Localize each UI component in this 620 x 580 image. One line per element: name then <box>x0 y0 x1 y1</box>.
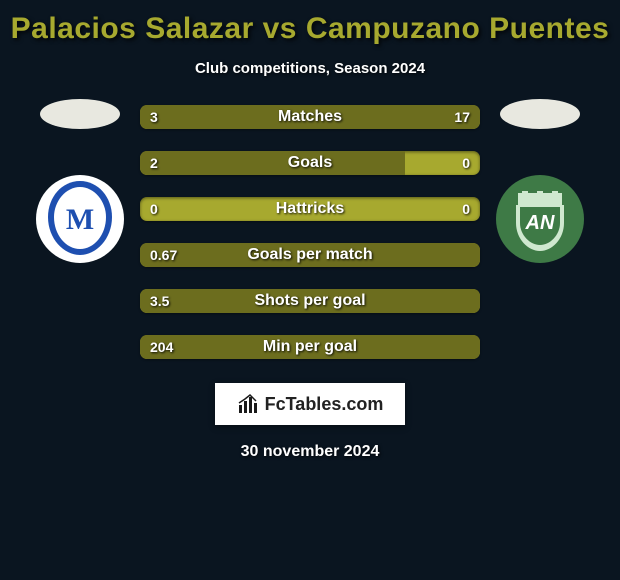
brand-text: FcTables.com <box>265 394 384 415</box>
stat-bar: 3.5Shots per goal <box>140 289 480 313</box>
player-right-oval <box>500 99 580 129</box>
brand-chart-icon <box>237 393 259 415</box>
club-left-icon: M <box>34 173 126 265</box>
footer-date: 30 november 2024 <box>241 443 380 461</box>
stat-bar: 317Matches <box>140 105 480 129</box>
right-side: AN <box>480 105 600 265</box>
bar-label: Matches <box>140 105 480 129</box>
stat-bar: 00Hattricks <box>140 197 480 221</box>
player-left-oval <box>40 99 120 129</box>
left-side: M <box>20 105 140 265</box>
stat-bar: 0.67Goals per match <box>140 243 480 267</box>
svg-text:AN: AN <box>525 212 555 234</box>
brand-badge[interactable]: FcTables.com <box>215 383 406 425</box>
bar-label: Goals per match <box>140 243 480 267</box>
root: Palacios Salazar vs Campuzano Puentes Cl… <box>0 0 620 469</box>
bar-label: Hattricks <box>140 197 480 221</box>
stat-bar: 204Min per goal <box>140 335 480 359</box>
svg-text:M: M <box>66 203 94 236</box>
club-right-icon: AN <box>494 173 586 265</box>
stat-bar: 20Goals <box>140 151 480 175</box>
club-badge-right: AN <box>494 173 586 265</box>
club-badge-left: M <box>34 173 126 265</box>
bar-label: Shots per goal <box>140 289 480 313</box>
bar-label: Min per goal <box>140 335 480 359</box>
comparison-bars: 317Matches 20Goals 00Hattricks 0.67Goals pe… <box>140 105 480 359</box>
page-title: Palacios Salazar vs Campuzano Puentes <box>11 12 610 46</box>
main-row: M 317Matches 20Goals 00Hattricks 0.67Goals … <box>0 105 620 359</box>
bar-label: Goals <box>140 151 480 175</box>
subtitle: Club competitions, Season 2024 <box>195 60 425 77</box>
